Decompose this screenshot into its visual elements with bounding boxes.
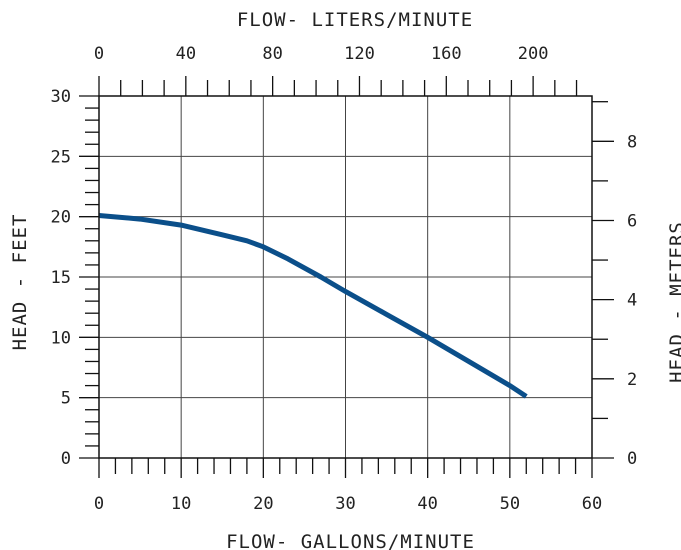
x2-tick-label: 0 (94, 44, 104, 64)
x-tick-label: 40 (417, 494, 437, 514)
y2-tick-label: 6 (627, 211, 637, 231)
x2-tick-label: 40 (176, 44, 196, 64)
y-tick-label: 15 (51, 268, 71, 288)
y2-tick-label: 2 (627, 370, 637, 390)
y-tick-label: 0 (61, 449, 71, 469)
x2-tick-label: 200 (518, 44, 549, 64)
x-tick-label: 50 (500, 494, 520, 514)
x-tick-label: 30 (335, 494, 355, 514)
x2-tick-label: 80 (262, 44, 282, 64)
x2-tick-label: 120 (344, 44, 375, 64)
y-tick-label: 30 (51, 87, 71, 107)
y2-tick-label: 4 (627, 291, 637, 311)
tick-labels: 0 5 10 15 20 25 30 0 10 20 30 40 50 60 0 40 80 120 160 200 0… (51, 44, 638, 514)
y-axis-title: HEAD - FEET (9, 214, 31, 351)
performance-curve (98, 212, 528, 399)
series-layer (98, 212, 528, 399)
y-tick-label: 5 (61, 389, 71, 409)
x-tick-label: 10 (171, 494, 191, 514)
y2-tick-label: 0 (627, 449, 637, 469)
x2-axis-title: FLOW- LITERS/MINUTE (237, 9, 473, 31)
axis-ticks (79, 76, 614, 478)
y2-axis-title: HEAD - METERS (666, 221, 681, 383)
axis-titles: FLOW- GALLONS/MINUTE FLOW- LITERS/MINUTE… (9, 9, 681, 550)
x-tick-label: 0 (94, 494, 104, 514)
grid (99, 96, 592, 458)
y-tick-label: 10 (51, 328, 71, 348)
x-axis-title: FLOW- GALLONS/MINUTE (226, 531, 475, 550)
x-tick-label: 20 (253, 494, 273, 514)
x-tick-label: 60 (582, 494, 602, 514)
y2-tick-label: 8 (627, 132, 637, 152)
y-tick-label: 20 (51, 208, 71, 228)
y-tick-label: 25 (51, 147, 71, 167)
x2-tick-label: 160 (431, 44, 462, 64)
plot-frame (98, 95, 593, 459)
